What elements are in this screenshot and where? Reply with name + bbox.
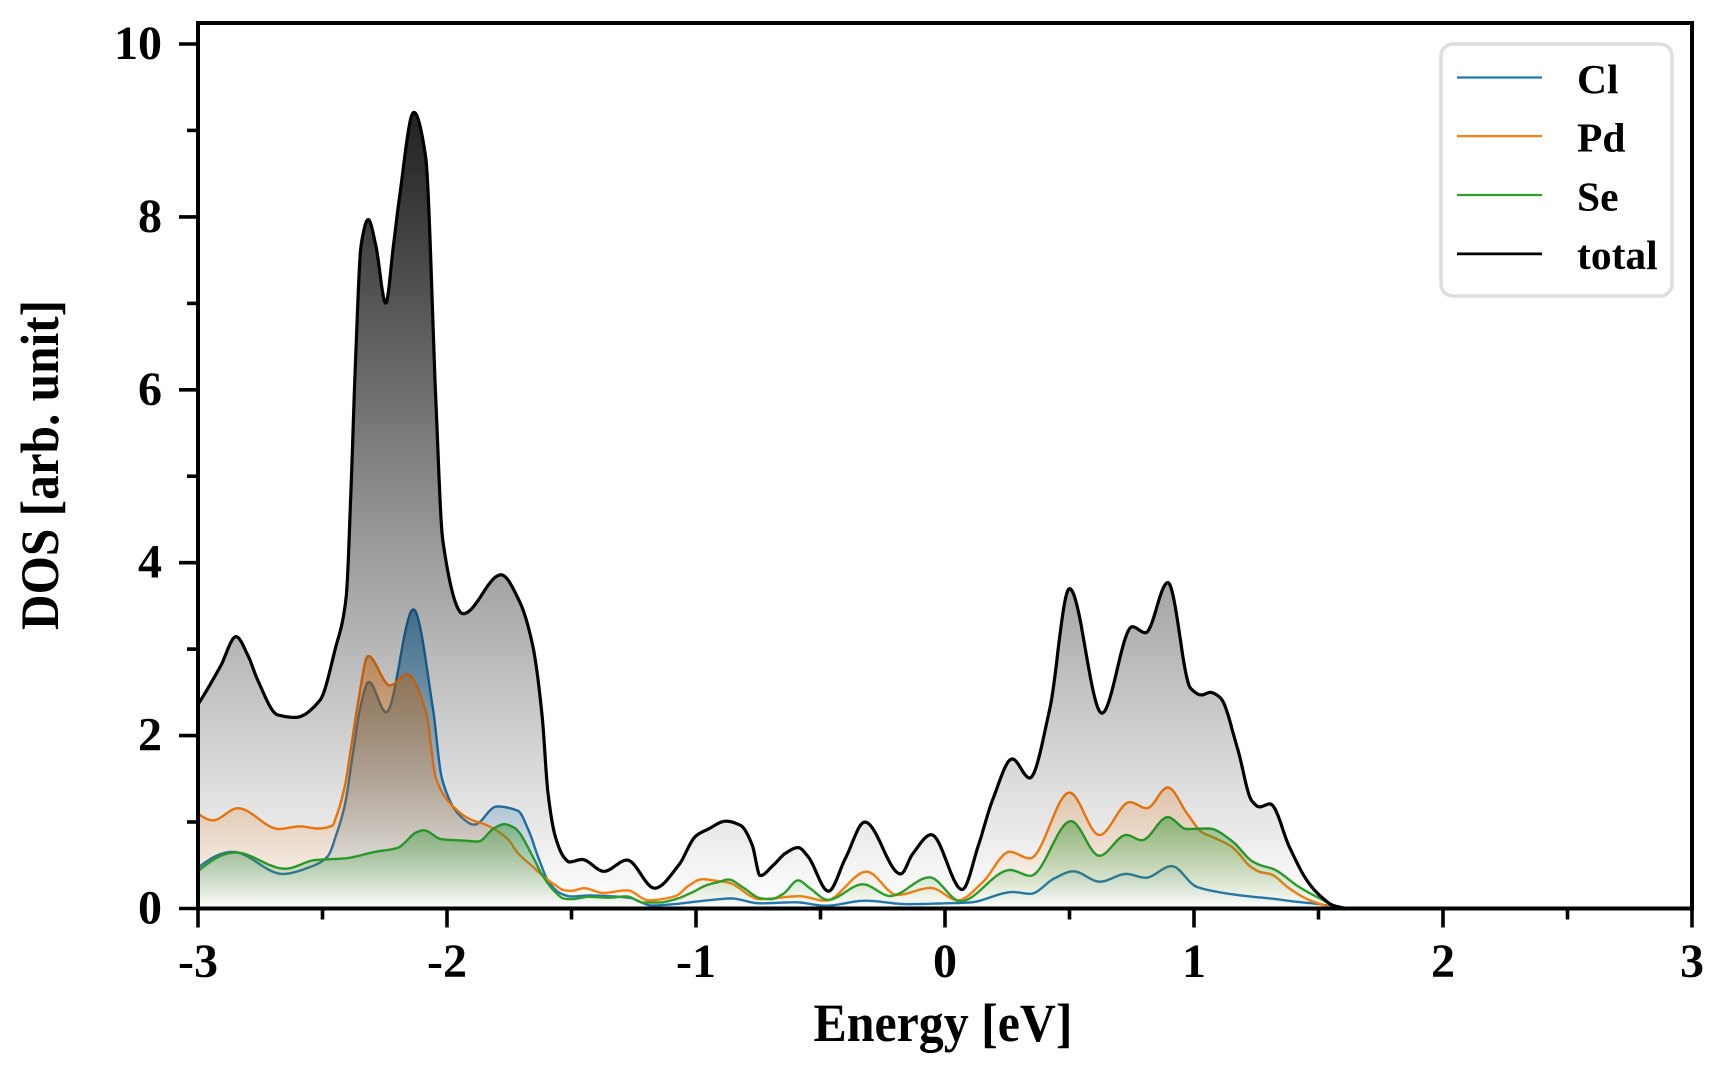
svg-text:2: 2 [1431, 935, 1455, 988]
svg-text:DOS [arb. unit]: DOS [arb. unit] [10, 300, 70, 630]
svg-text:total: total [1577, 232, 1658, 278]
svg-text:0: 0 [138, 882, 162, 935]
svg-text:Pd: Pd [1577, 114, 1625, 160]
svg-text:Energy [eV]: Energy [eV] [814, 993, 1073, 1053]
svg-text:10: 10 [114, 17, 162, 70]
svg-text:8: 8 [138, 190, 162, 243]
svg-text:-2: -2 [427, 935, 467, 988]
svg-text:1: 1 [1182, 935, 1206, 988]
svg-text:-1: -1 [676, 935, 716, 988]
svg-text:2: 2 [138, 709, 162, 762]
svg-text:Se: Se [1577, 173, 1619, 219]
svg-text:6: 6 [138, 363, 162, 416]
svg-text:3: 3 [1680, 935, 1704, 988]
svg-text:Cl: Cl [1577, 56, 1619, 102]
svg-text:-3: -3 [178, 935, 218, 988]
svg-text:0: 0 [933, 935, 957, 988]
svg-text:4: 4 [138, 536, 162, 589]
